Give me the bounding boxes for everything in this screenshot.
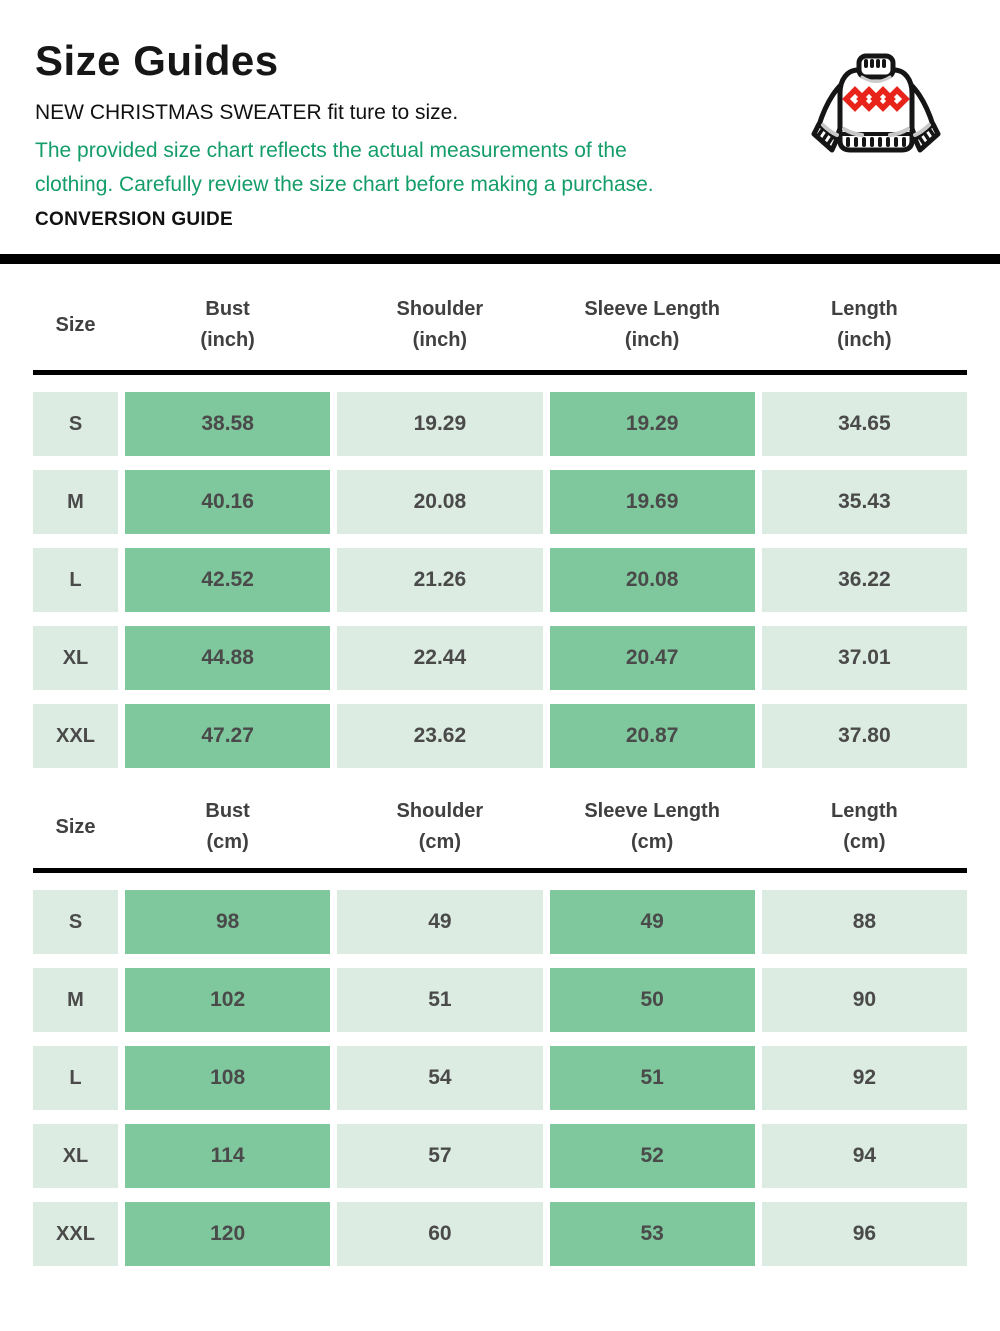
- sleeve-cell: 19.69: [549, 470, 755, 534]
- bust-cell: 108: [125, 1046, 331, 1110]
- bust-cell: 102: [125, 968, 331, 1032]
- shoulder-cell: 19.29: [337, 392, 543, 456]
- bust-cell: 47.27: [125, 704, 331, 768]
- sleeve-cell: 20.87: [549, 704, 755, 768]
- bust-cell: 40.16: [125, 470, 331, 534]
- size-cell: XL: [33, 626, 118, 690]
- sleeve-cell: 51: [549, 1046, 755, 1110]
- shoulder-cell: 49: [337, 890, 543, 954]
- fit-description: NEW CHRISTMAS SWEATER fit ture to size.: [35, 101, 459, 124]
- size-cell: M: [33, 470, 118, 534]
- bust-cell: 114: [125, 1124, 331, 1188]
- shoulder-cell: 54: [337, 1046, 543, 1110]
- bust-cell: 120: [125, 1202, 331, 1266]
- page-header: Size Guides NEW CHRISTMAS SWEATER fit tu…: [0, 0, 1000, 232]
- column-header-size: Size: [55, 815, 96, 838]
- bust-cell: 98: [125, 890, 331, 954]
- length-cell: 88: [761, 890, 967, 954]
- shoulder-cell: 21.26: [337, 548, 543, 612]
- size-table-cm: Size Bust (cm) Shoulder (cm) Sleeve Length…: [33, 780, 967, 1278]
- shoulder-cell: 22.44: [337, 626, 543, 690]
- bust-cell: 44.88: [125, 626, 331, 690]
- table-header-rule: [33, 868, 967, 873]
- bust-cell: 42.52: [125, 548, 331, 612]
- sleeve-cell: 49: [549, 890, 755, 954]
- size-table-inches: Size Bust (inch) Shoulder (inch) Sleeve Le…: [33, 264, 967, 780]
- christmas-sweater-icon: [811, 53, 941, 153]
- size-cell: XXL: [33, 1202, 118, 1266]
- conversion-guide-heading: CONVERSION GUIDE: [35, 209, 233, 230]
- sleeve-cell: 52: [549, 1124, 755, 1188]
- column-header-shoulder: Shoulder (cm): [396, 800, 484, 853]
- sleeve-cell: 20.47: [549, 626, 755, 690]
- page-title: Size Guides: [35, 37, 279, 84]
- length-cell: 92: [761, 1046, 967, 1110]
- shoulder-cell: 23.62: [337, 704, 543, 768]
- size-cell: S: [33, 890, 118, 954]
- table-header-row: Size Bust (inch) Shoulder (inch) Sleeve Le…: [33, 264, 967, 370]
- size-cell: XL: [33, 1124, 118, 1188]
- length-cell: 34.65: [761, 392, 967, 456]
- shoulder-cell: 60: [337, 1202, 543, 1266]
- size-cell: L: [33, 1046, 118, 1110]
- sleeve-cell: 50: [549, 968, 755, 1032]
- size-chart-note: The provided size chart reflects the act…: [35, 139, 654, 196]
- sleeve-cell: 20.08: [549, 548, 755, 612]
- sleeve-cell: 19.29: [549, 392, 755, 456]
- length-cell: 96: [761, 1202, 967, 1266]
- section-divider-bar: [0, 254, 1000, 264]
- table-header-rule: [33, 370, 967, 375]
- length-cell: 94: [761, 1124, 967, 1188]
- column-header-sleeve-length: Sleeve Length (cm): [584, 800, 720, 853]
- column-header-sleeve-length: Sleeve Length (inch): [584, 298, 720, 351]
- column-header-length: Length (cm): [831, 800, 898, 853]
- column-header-length: Length (inch): [831, 298, 898, 351]
- size-cell: M: [33, 968, 118, 1032]
- table-body: S 98 49 49 88 M 102 51 50 90 L 108 54 51…: [33, 873, 967, 1278]
- column-header-shoulder: Shoulder (inch): [396, 298, 484, 351]
- length-cell: 36.22: [761, 548, 967, 612]
- size-cell: L: [33, 548, 118, 612]
- shoulder-cell: 57: [337, 1124, 543, 1188]
- bust-cell: 38.58: [125, 392, 331, 456]
- length-cell: 35.43: [761, 470, 967, 534]
- size-cell: S: [33, 392, 118, 456]
- column-header-bust: Bust (cm): [205, 800, 250, 853]
- length-cell: 37.80: [761, 704, 967, 768]
- length-cell: 90: [761, 968, 967, 1032]
- sleeve-cell: 53: [549, 1202, 755, 1266]
- column-header-size: Size: [55, 313, 96, 336]
- size-cell: XXL: [33, 704, 118, 768]
- shoulder-cell: 51: [337, 968, 543, 1032]
- length-cell: 37.01: [761, 626, 967, 690]
- shoulder-cell: 20.08: [337, 470, 543, 534]
- table-body: S 38.58 19.29 19.29 34.65 M 40.16 20.08 …: [33, 375, 967, 780]
- table-header-row: Size Bust (cm) Shoulder (cm) Sleeve Length…: [33, 780, 967, 868]
- column-header-bust: Bust (inch): [200, 298, 255, 351]
